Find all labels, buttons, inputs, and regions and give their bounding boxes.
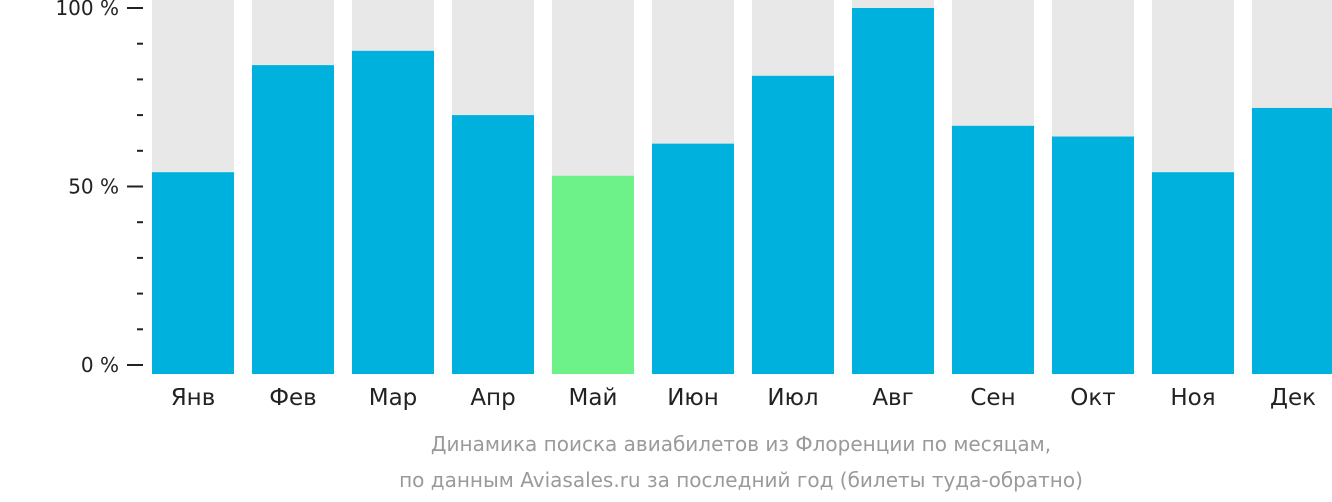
x-tick-label: Ноя [1170,385,1215,411]
bars [152,0,1332,375]
x-tick-label: Дек [1270,385,1316,411]
bar-Май [552,175,634,374]
y-axis: 0 % 50 % 100 % [55,0,143,377]
chart-caption-line-1: Динамика поиска авиабилетов из Флоренции… [430,432,1052,456]
x-tick-label: Апр [470,385,515,411]
x-tick-label: Июн [667,385,719,411]
x-tick-label: Мар [369,385,418,411]
bar-Июн [652,143,734,374]
x-tick-label: Сен [970,385,1015,411]
bar-chart: 0 % 50 % 100 % Янв Фев Мар Апр Май Июн Июл Авг Сен… [55,0,1332,411]
bar-Июл [752,75,834,374]
bar-Апр [452,115,534,374]
bar-Фев [252,65,334,375]
y-tick-label: 0 % [81,353,119,377]
x-tick-label: Авг [872,385,913,411]
bar-Авг [852,8,934,374]
x-tick-label: Июл [767,385,818,411]
x-tick-label: Окт [1070,385,1115,411]
chart-caption-line-2: по данным Aviasales.ru за последний год … [399,468,1083,492]
bar-Дек [1252,107,1332,375]
bar-Окт [1052,136,1134,374]
x-tick-label: Фев [269,385,317,411]
x-tick-label: Янв [171,385,216,411]
y-tick-label: 100 % [55,0,119,20]
x-axis-labels: Янв Фев Мар Апр Май Июн Июл Авг Сен Окт Ноя Дек [171,385,1316,411]
x-tick-label: Май [569,385,618,411]
bar-Ноя [1152,172,1234,374]
bar-Сен [952,125,1034,374]
y-tick-label: 50 % [68,175,119,199]
bar-Мар [352,50,434,375]
bar-Янв [152,172,234,374]
